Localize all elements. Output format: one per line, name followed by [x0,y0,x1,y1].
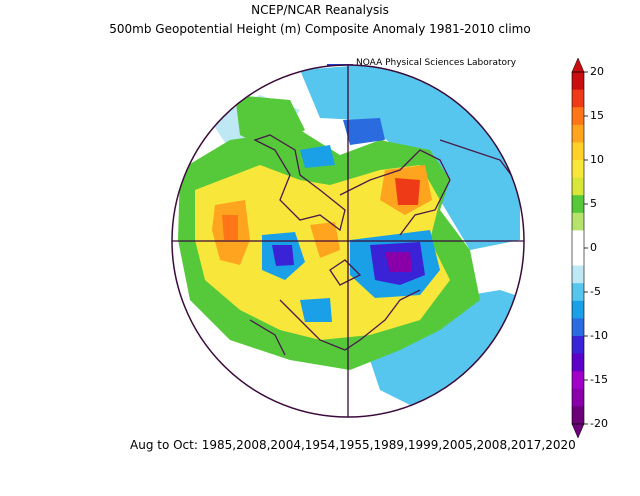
colorbar-segment [572,124,584,143]
colorbar-tick-label: 15 [590,109,604,122]
colorbar-min-arrow [571,423,585,439]
colorbar-segment [572,388,584,407]
colorbar-tick-label: -5 [590,285,601,298]
colorbar-tick-label: 20 [590,65,604,78]
colorbar-segment [572,406,584,425]
credit-label: NOAA Physical Sciences Laboratory [356,58,517,68]
colorbar-segment [572,371,584,390]
colorbar-tick-label: 5 [590,197,597,210]
colorbar-tick-label: 10 [590,153,604,166]
colorbar-segment [572,107,584,126]
colorbar-segment [572,230,584,249]
colorbar-segment [572,212,584,231]
colorbar-max-arrow [571,57,585,73]
colorbar-segment [572,318,584,337]
colorbar-segment [572,283,584,302]
colorbar-tick-label: -10 [590,329,608,342]
colorbar-segment [572,72,584,91]
colorbar-tick-label: -20 [590,417,608,430]
colorbar-segment [572,248,584,267]
colorbar-tick-label: -15 [590,373,608,386]
colorbar-segment [572,160,584,179]
map-subtitle: 500mb Geopotential Height (m) Composite … [109,22,531,36]
composite-years-caption: Aug to Oct: 1985,2008,2004,1954,1955,198… [130,438,576,452]
colorbar-segment [572,142,584,161]
colorbar-segment [572,89,584,108]
colorbar-segment [572,353,584,372]
colorbar-segment [572,300,584,319]
colorbar-segment [572,195,584,214]
colorbar [571,57,588,439]
colorbar-segment [572,265,584,284]
colorbar-tick-label: 0 [590,241,597,254]
map-title: NCEP/NCAR Reanalysis [251,3,389,17]
colorbar-segment [572,336,584,355]
colorbar-segment [572,177,584,196]
